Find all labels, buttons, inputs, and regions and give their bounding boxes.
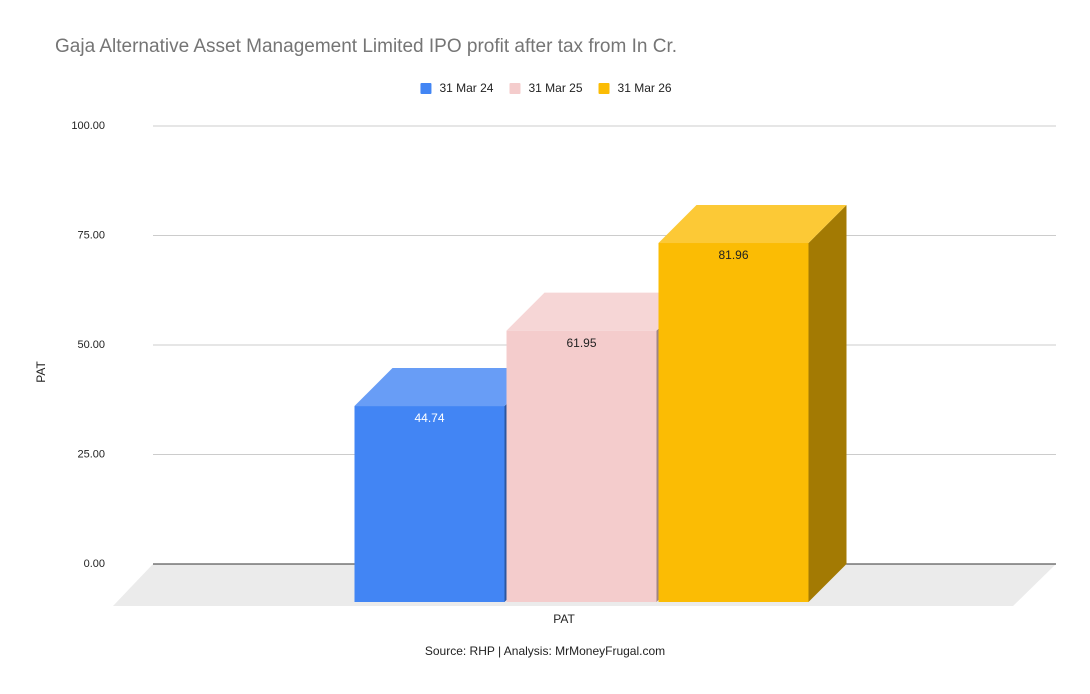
bar-top bbox=[506, 292, 695, 331]
y-tick-label: 50.00 bbox=[77, 339, 105, 351]
bar-side bbox=[808, 205, 847, 602]
bar bbox=[354, 406, 505, 602]
data-label: 44.74 bbox=[414, 411, 444, 425]
bar-top bbox=[354, 368, 543, 407]
x-tick-label: PAT bbox=[553, 612, 575, 626]
source-note: Source: RHP | Analysis: MrMoneyFrugal.co… bbox=[425, 644, 665, 658]
y-tick-label: 100.00 bbox=[71, 120, 105, 132]
legend-swatch bbox=[598, 83, 610, 94]
y-tick-label: 0.00 bbox=[84, 558, 105, 570]
bar bbox=[506, 330, 657, 602]
legend-label: 31 Mar 24 bbox=[439, 81, 493, 95]
bar bbox=[658, 243, 809, 602]
bar-top bbox=[658, 205, 847, 244]
legend-label: 31 Mar 25 bbox=[528, 81, 582, 95]
data-label: 81.96 bbox=[718, 248, 748, 262]
legend-swatch bbox=[509, 83, 521, 94]
chart-title: Gaja Alternative Asset Management Limite… bbox=[55, 36, 677, 57]
data-label: 61.95 bbox=[566, 336, 596, 350]
y-axis-label: PAT bbox=[34, 361, 48, 383]
y-tick-label: 25.00 bbox=[77, 448, 105, 460]
legend-label: 31 Mar 26 bbox=[618, 81, 672, 95]
legend-swatch bbox=[420, 83, 432, 94]
y-tick-label: 75.00 bbox=[77, 229, 105, 241]
